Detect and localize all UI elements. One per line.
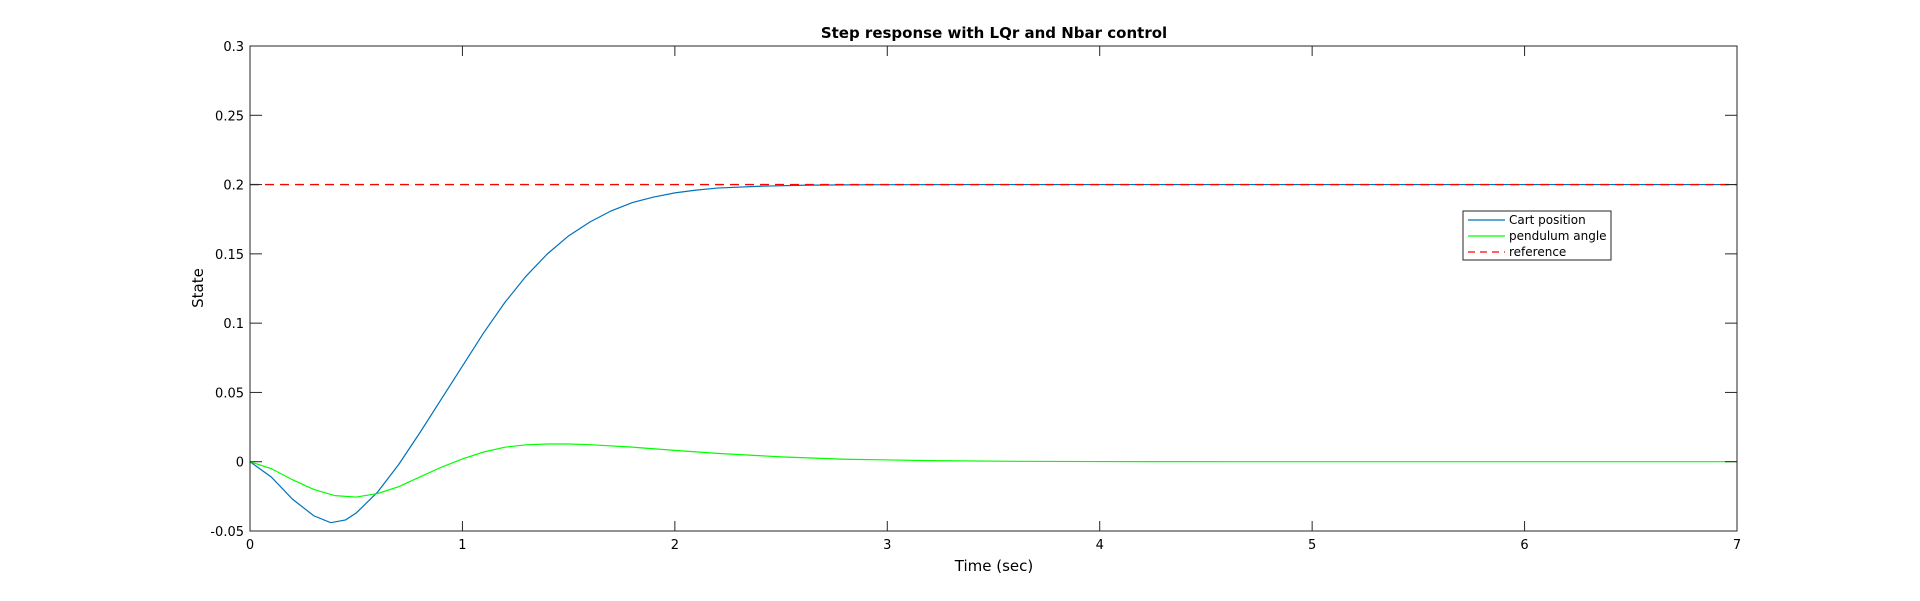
axes-box — [249, 45, 1738, 532]
x-tick-label: 5 — [1308, 538, 1316, 553]
y-tick-label: 0.1 — [223, 317, 244, 332]
y-axis-title: State — [189, 268, 207, 308]
y-tick-label: 0.15 — [215, 248, 244, 263]
y-tick-label: 0.2 — [223, 179, 244, 194]
series-line-pendulum-angle — [249, 443, 1737, 498]
y-tick-label: 0.25 — [215, 109, 244, 124]
legend-label-reference: reference — [1509, 245, 1566, 259]
y-tick-label: 0.05 — [215, 386, 244, 401]
x-tick-label: 1 — [458, 538, 466, 553]
x-tick-label: 4 — [1096, 538, 1104, 553]
y-tick-label: -0.05 — [210, 525, 244, 540]
x-axis-title: Time (sec) — [954, 557, 1033, 575]
chart-title: Step response with LQr and Nbar control — [821, 24, 1167, 42]
plot-area — [249, 183, 1737, 524]
y-tick-label: 0.3 — [223, 40, 244, 55]
x-tick-label: 7 — [1733, 538, 1741, 553]
x-tick-label: 2 — [671, 538, 679, 553]
x-tick-label: 6 — [1520, 538, 1528, 553]
x-tick-label: 3 — [883, 538, 891, 553]
x-tick-label: 0 — [246, 538, 254, 553]
legend: Cart position pendulum angle reference — [1462, 210, 1612, 261]
legend-label-cart-position: Cart position — [1509, 213, 1586, 227]
legend-label-pendulum-angle: pendulum angle — [1509, 229, 1607, 243]
y-tick-label: 0 — [236, 456, 244, 471]
